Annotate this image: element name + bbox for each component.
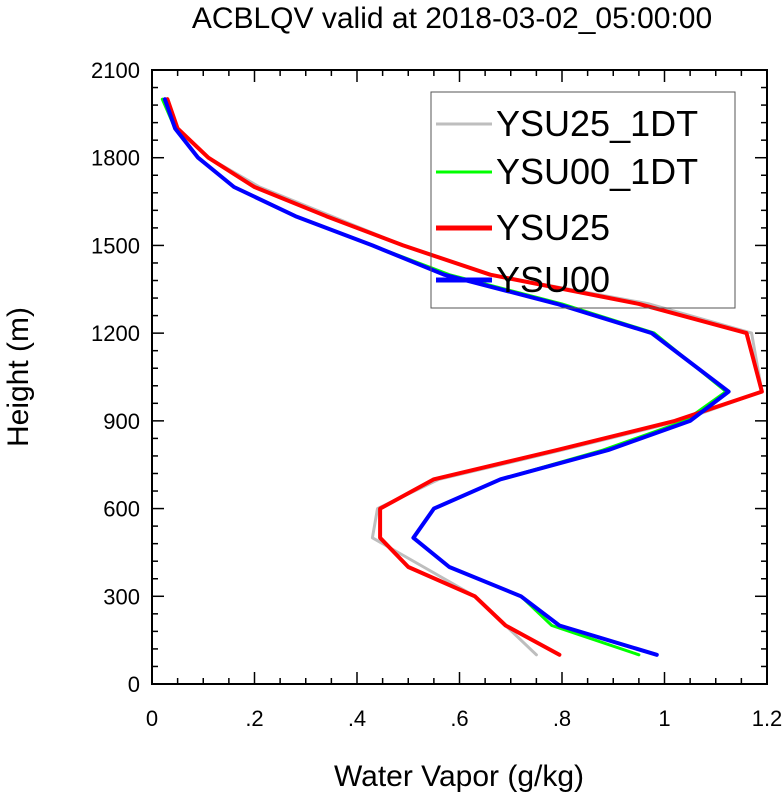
y-tick-label: 300	[103, 584, 140, 609]
y-tick-label: 2100	[91, 58, 140, 83]
series-lines	[160, 97, 764, 657]
y-axis-label: Height (m)	[2, 307, 35, 447]
x-tick-label: .4	[348, 706, 366, 731]
x-tick-label: .6	[450, 706, 468, 731]
y-tick-label: 600	[103, 497, 140, 522]
legend-label: YSU25	[496, 207, 610, 248]
legend-box	[430, 91, 736, 309]
y-tick-label: 1200	[91, 321, 140, 346]
x-axis: 0 .2 .4 .6 .8 1 1.2	[146, 70, 782, 731]
x-tick-label: .2	[245, 706, 263, 731]
legend-label: YSU00	[496, 259, 610, 300]
y-axis: 0 300 600 900 1200 1500 1800 2100	[91, 58, 767, 697]
series-line-ysu25	[165, 97, 764, 657]
x-tick-label: 1	[658, 706, 670, 731]
chart-title: ACBLQV valid at 2018-03-02_05:00:00	[192, 2, 712, 35]
x-tick-label: 0	[146, 706, 158, 731]
x-axis-label: Water Vapor (g/kg)	[334, 760, 584, 793]
y-tick-label: 900	[103, 409, 140, 434]
x-tick-label: 1.2	[752, 706, 783, 731]
y-tick-label: 0	[128, 672, 140, 697]
y-tick-label: 1800	[91, 146, 140, 171]
series-line-ysu00	[162, 97, 731, 657]
legend-label: YSU00_1DT	[496, 151, 698, 192]
legend: YSU25_1DT YSU00_1DT YSU25 YSU00	[430, 91, 736, 309]
x-tick-label: .8	[553, 706, 571, 731]
y-tick-label: 1500	[91, 233, 140, 258]
legend-label: YSU25_1DT	[496, 103, 698, 144]
